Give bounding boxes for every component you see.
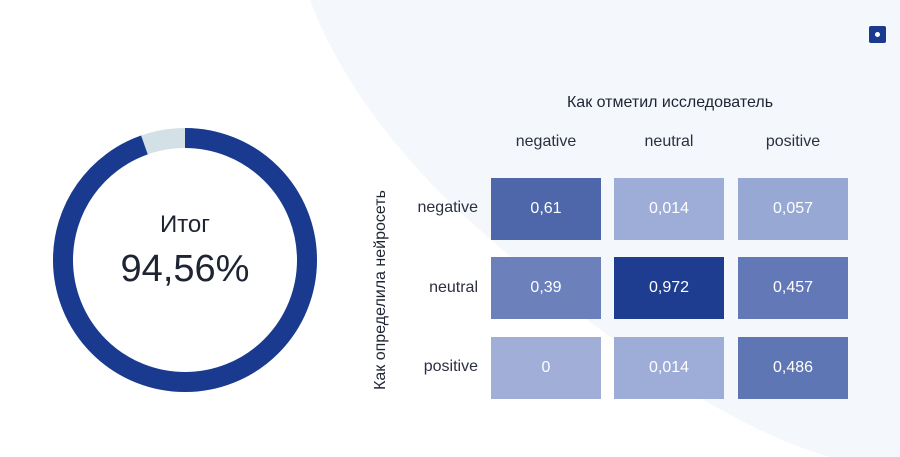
matrix-cell-negative-negative: 0,61 [491,178,601,240]
matrix-cell-neutral-neutral: 0,972 [614,257,724,319]
matrix-column-axis-title: Как отметил исследователь [566,94,774,111]
donut-chart [53,128,317,392]
matrix-cell-negative-positive: 0,057 [738,178,848,240]
matrix-cell-neutral-positive: 0,457 [738,257,848,319]
row-label-positive: positive [423,358,478,375]
row-label-neutral: neutral [429,279,478,296]
matrix-cell-positive-neutral: 0,014 [614,337,724,399]
donut-value: 94,56% [120,248,250,290]
matrix-cell-negative-neutral: 0,014 [614,178,724,240]
matrix-cell-positive-negative: 0 [491,337,601,399]
column-label-neutral: neutral [644,133,694,150]
row-label-negative: negative [417,199,479,216]
matrix-cell-neutral-negative: 0,39 [491,257,601,319]
donut-title: Итог [159,211,211,238]
corner-badge-icon [869,26,886,43]
column-label-negative: negative [515,133,577,150]
matrix-cell-positive-positive: 0,486 [738,337,848,399]
column-label-positive: positive [765,133,821,150]
donut-value-arc [53,128,317,392]
